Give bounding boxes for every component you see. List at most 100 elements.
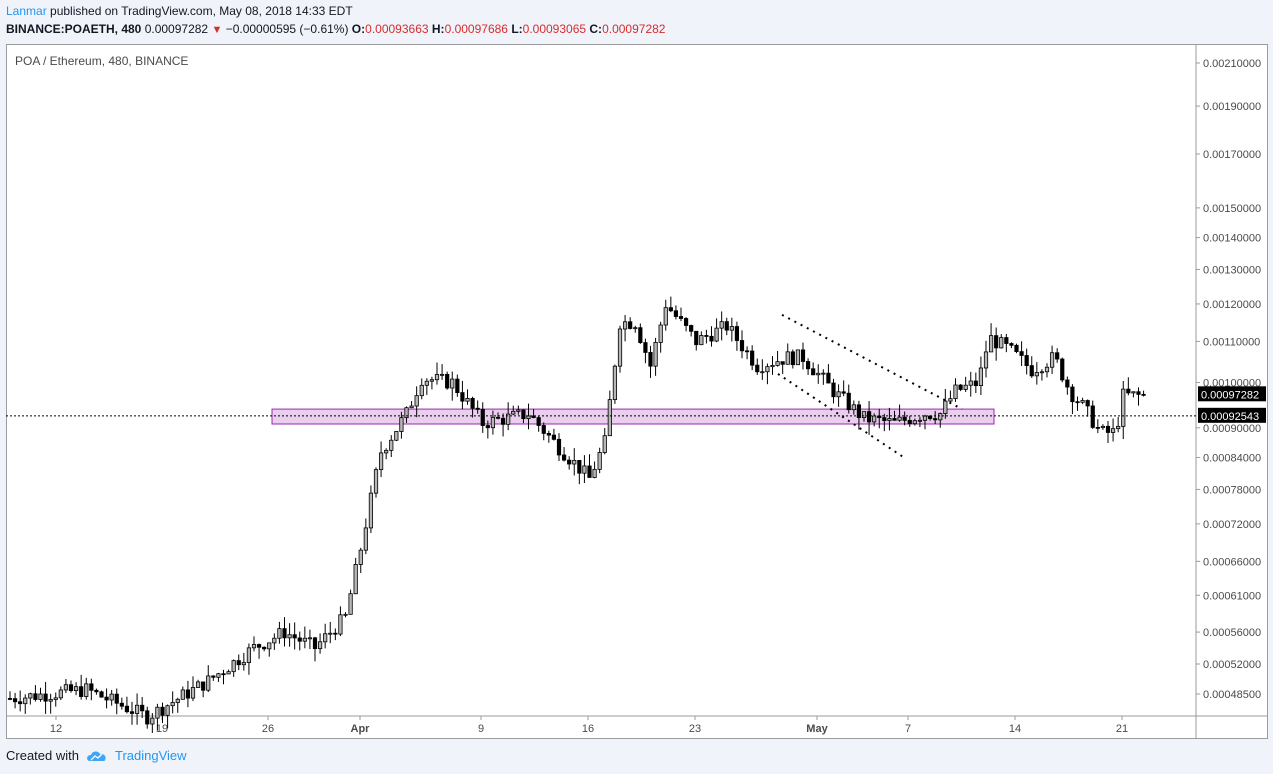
candle-body [409,405,414,409]
candle-body [79,686,84,697]
support-zone [271,408,995,425]
candle-body [450,378,455,389]
tradingview-link[interactable]: TradingView [114,748,187,763]
candle-body [43,693,48,702]
candle-body [89,683,94,691]
last-price: 0.00097282 [144,22,209,36]
candle-body [582,465,587,474]
close-value: 0.00097282 [602,22,666,36]
candle-body [638,327,643,343]
candlestick-chart[interactable]: POA / Ethereum, 480, BINANCE 0.00210000 0.… [6,44,1268,739]
candle-body [1004,337,1009,344]
candle-body [445,373,450,389]
candle-body [33,693,38,700]
candle-body [251,644,257,649]
candle-body [668,307,673,312]
candle-body [104,696,109,701]
candle-body [526,415,531,420]
price-tick-label: 0.00190000 [1203,101,1261,113]
candle-body [63,684,69,691]
candle-body [988,335,994,353]
candle-body [1029,365,1034,377]
candle-body [704,335,709,337]
candle-body [114,693,119,704]
candle-body [587,465,592,478]
candle-body [1044,366,1050,373]
candle-body [1019,351,1024,356]
price-tick-label: 0.00048500 [1203,689,1261,701]
time-tick-label: May [806,723,828,735]
candle-body [216,673,221,678]
candle-body [887,418,892,421]
candle-body [1024,355,1029,367]
candle-body [983,351,989,369]
candle-body [536,417,541,426]
candle-body [790,351,795,366]
candle-body [882,417,887,421]
candle-body [1085,400,1090,407]
candle-body [292,634,297,639]
candle-body [368,492,374,529]
open-label: O: [351,22,366,36]
candle-body [805,361,811,370]
ohlc-line: BINANCE:POAETH, 480 0.00097282 ▼ −0.0000… [6,22,665,36]
candle-body [856,404,862,419]
candle-body [236,660,241,666]
time-tick-label: 23 [689,723,701,735]
candle-body [23,697,28,705]
candle-body [175,698,180,703]
price-tick-label: 0.00052000 [1203,659,1261,671]
low-label: L: [511,22,523,36]
candle-body [689,325,694,332]
candle-body [317,641,323,650]
candle-body [221,673,226,676]
candle-body [495,416,501,419]
candle-body [622,321,628,330]
time-tick-label: 21 [1116,723,1128,735]
candle-body [287,634,292,639]
candle-body [424,380,429,386]
author-link[interactable]: Lanmar [6,4,47,18]
symbol-interval: BINANCE:POAETH, 480 [6,22,142,36]
candle-body [145,710,150,725]
candle-body [246,647,252,663]
candle-body [633,327,638,330]
candle-body [963,384,968,390]
candle-body [1009,343,1014,346]
candle-body [602,435,607,453]
chart-panel[interactable] [6,44,1268,739]
candle-body [455,378,460,394]
candle-body [53,697,58,700]
publish-info: Lanmar published on TradingView.com, May… [6,4,353,18]
time-tick-label: 12 [50,723,62,735]
candle-body [927,415,933,419]
candle-body [780,361,785,365]
candle-body [353,564,358,595]
open-value: 0.00093663 [365,22,429,36]
candle-body [124,705,130,713]
time-tick-label: 26 [262,723,274,735]
candle-body [841,391,846,394]
candle-body [714,327,719,342]
candle-body [190,687,196,699]
candle-body [866,411,872,423]
candle-body [73,686,79,692]
price-tick-label: 0.00084000 [1203,453,1261,465]
low-value: 0.00093065 [522,22,587,36]
candle-body [958,384,963,390]
candle-body [272,637,277,644]
line-price-badge [1198,407,1266,423]
candle-body [922,415,928,421]
candle-body [38,693,43,700]
line-price-label: 0.00092543 [1201,411,1259,423]
candle-body [109,693,114,701]
candle-body [500,417,506,425]
price-tick-label: 0.00061000 [1203,590,1261,602]
candle-body [551,434,557,440]
candle-body [531,415,536,418]
time-tick-label: 9 [478,723,484,735]
channel-lower-line [777,373,905,459]
candle-body [185,689,191,699]
candle-body [1070,386,1075,403]
candle-body [389,439,394,451]
